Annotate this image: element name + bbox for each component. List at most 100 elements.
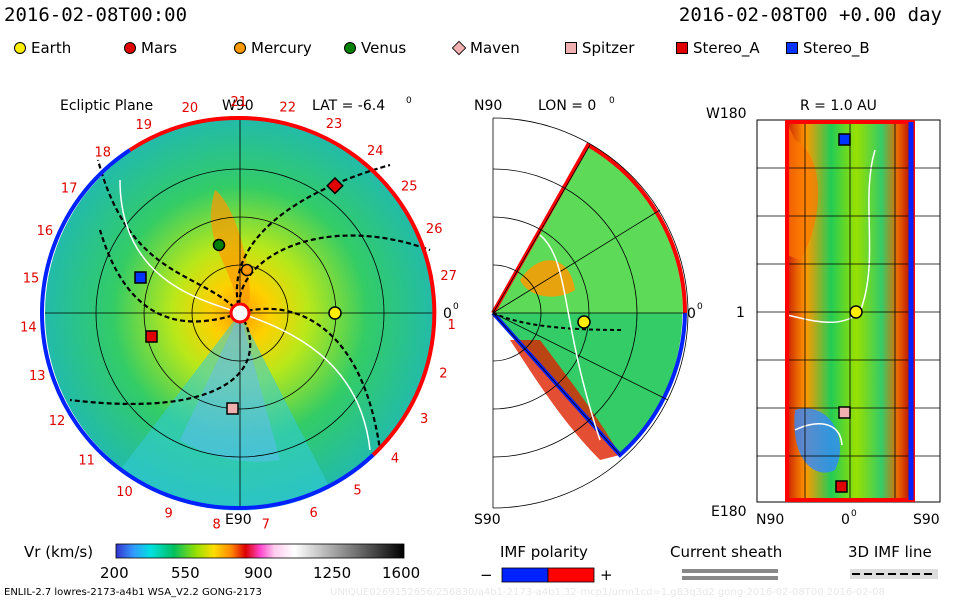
meridional-rim-negative (491, 311, 687, 458)
colorbar-tick: 200 (100, 564, 129, 582)
stereo-a-marker-radial[interactable] (835, 480, 848, 493)
rotation-number-label: 18 (95, 145, 112, 160)
radial-top-label: W180 (706, 106, 747, 122)
meridional-rim-positive (491, 142, 687, 314)
ecliptic-title: Ecliptic Plane (60, 98, 153, 114)
meridional-right-label: 0 (687, 306, 696, 322)
rotation-number-label: 12 (49, 414, 66, 429)
radial-slow-region (794, 408, 841, 473)
rotation-number-label: 15 (23, 271, 40, 286)
legend-mars: Mars (124, 39, 177, 57)
rotation-number-label: 3 (420, 412, 428, 427)
colorbar-gradient (115, 543, 405, 559)
radial-bottom-label: E180 (711, 504, 747, 520)
stereo-b-marker-radial[interactable] (838, 133, 851, 146)
mars-marker-icon (124, 42, 136, 54)
legend-mars-label: Mars (141, 39, 178, 57)
imf-polarity-key: IMF polarity − + (480, 543, 613, 584)
radial-x-left: N90 (756, 512, 784, 528)
earth-marker[interactable] (328, 306, 342, 320)
ecliptic-rim-positive (128, 115, 241, 152)
legend-mercury: Mercury (234, 39, 312, 57)
speed-colorbar: Vr (km/s) 200 550 900 1250 1600 (24, 543, 420, 582)
stereo-b-marker-icon (786, 42, 798, 54)
spitzer-marker-icon (565, 42, 577, 54)
imf-spiral (235, 163, 391, 314)
stereo-b-marker[interactable] (134, 271, 147, 284)
ecliptic-rim-positive (239, 116, 437, 457)
rotation-number-label: 16 (37, 224, 54, 239)
ecliptic-plane-panel: Ecliptic Plane W90 LAT = -6.4 0 E90 0 0 … (20, 95, 459, 533)
imf-spiral (96, 159, 241, 314)
rotation-number-label: 2 (439, 367, 447, 382)
run-info-label: 2016-02-08T00 +0.00 day (678, 4, 942, 26)
legend-maven: Maven (451, 39, 520, 57)
imf-line-key: 3D IMF line (848, 543, 938, 579)
radial-r-label: R = 1.0 AU (800, 98, 877, 114)
rotation-number-label: 21 (231, 95, 248, 110)
mercury-marker[interactable] (240, 263, 254, 277)
meridional-fast-region-2 (510, 340, 620, 460)
meridional-bottom-label: S90 (474, 512, 501, 528)
stereo-a-marker[interactable] (145, 330, 158, 343)
ecliptic-lat-label: LAT = -6.4 (312, 98, 385, 114)
meridional-right-degree: 0 (697, 302, 703, 312)
rotation-number-label: 6 (310, 506, 318, 521)
colorbar-tick: 550 (171, 564, 200, 582)
ecliptic-rim-negative (239, 453, 375, 510)
rotation-number-label: 14 (20, 321, 37, 336)
meridional-lon-label: LON = 0 (538, 98, 596, 114)
meridional-imf-line (492, 312, 623, 331)
colorbar-label: Vr (km/s) (24, 543, 93, 561)
imf-spiral (238, 234, 431, 314)
ecliptic-slow-core (180, 313, 280, 462)
current-sheet-line (119, 179, 241, 314)
radial-panel: R = 1.0 AU W180 1 E180 N90 0 0 S90 (706, 98, 941, 528)
radial-fast-region (787, 122, 819, 260)
rotation-number-label: 13 (29, 369, 46, 384)
stereo-a-marker-icon (676, 42, 688, 54)
model-info-label: ENLIL-2.7 lowres-2173-a4b1 WSA_V2.2 GONG… (4, 587, 262, 598)
watermark-label: UNIQUE0269152656/256830/a4b1-2173-a4b1.3… (330, 587, 885, 598)
meridional-current-sheet (539, 234, 601, 441)
current-sheath-label: Current sheath (670, 543, 782, 561)
rotation-number-label: 1 (448, 318, 456, 333)
rotation-number-label: 27 (440, 269, 457, 284)
radial-x-mid-degree: 0 (851, 509, 857, 519)
mars-maven-marker[interactable] (326, 176, 344, 195)
venus-marker[interactable] (212, 238, 226, 252)
ecliptic-bottom-label: E90 (225, 512, 252, 528)
rotation-number-label: 26 (426, 222, 443, 237)
legend-venus-label: Venus (361, 39, 407, 57)
legend-stereo-b: Stereo_B (786, 39, 870, 57)
spitzer-marker[interactable] (226, 402, 239, 415)
rotation-number-label: 19 (136, 118, 153, 133)
meridional-top-label: N90 (474, 98, 502, 114)
rotation-number-label: 9 (165, 507, 173, 522)
ecliptic-right-label: 0 (443, 306, 452, 322)
meridional-panel: N90 LON = 0 0 S90 0 0 (474, 96, 703, 528)
rotation-number-label: 8 (212, 518, 220, 533)
imf-line-label: 3D IMF line (848, 543, 932, 561)
radial-middle-label: 1 (736, 305, 745, 321)
ecliptic-right-degree: 0 (453, 302, 459, 312)
spitzer-marker-radial[interactable] (838, 406, 851, 419)
radial-current-sheet (786, 149, 876, 324)
meridional-speed-upper (493, 145, 685, 313)
imf-spiral-lines (69, 159, 431, 451)
imf-polarity-minus: − (480, 566, 493, 584)
earth-marker-radial[interactable] (849, 305, 863, 319)
current-sheath-key: Current sheath (670, 543, 782, 580)
rotation-number-label: 17 (61, 181, 78, 196)
legend-stereo-b-label: Stereo_B (803, 39, 870, 57)
colorbar-tick: 1600 (382, 564, 420, 582)
current-sheath-swatch (682, 569, 778, 573)
earth-marker-meridional[interactable] (577, 315, 591, 329)
legend-earth: Earth (14, 39, 71, 57)
imf-polarity-negative-swatch (501, 567, 549, 583)
rotation-number-label: 7 (262, 517, 270, 532)
imf-spiral (239, 307, 382, 451)
ecliptic-top-label: W90 (222, 98, 254, 114)
ecliptic-slow-region (120, 313, 330, 511)
meridional-grid (492, 117, 689, 509)
